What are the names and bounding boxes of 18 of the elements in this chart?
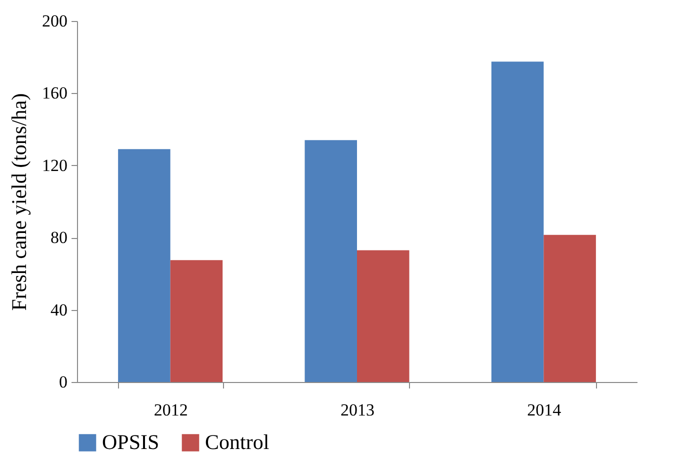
bar	[491, 62, 544, 382]
bar	[118, 149, 170, 382]
bar	[170, 260, 223, 382]
legend-label: Control	[205, 430, 270, 454]
y-tick-label: 200	[42, 12, 68, 30]
y-tick-label: 80	[50, 228, 68, 248]
legend-label: OPSIS	[102, 430, 160, 454]
x-tick-label: 2013	[340, 400, 374, 420]
bar	[304, 140, 357, 382]
y-axis-title: Fresh cane yield (tons/ha)	[7, 93, 31, 311]
y-tick-label: 40	[50, 300, 68, 320]
x-tick-label: 2012	[154, 400, 188, 420]
bar	[357, 250, 410, 382]
y-tick-label: 0	[59, 372, 68, 392]
x-tick-label: 2014	[527, 400, 562, 420]
bar	[544, 234, 596, 382]
y-tick-label: 120	[42, 156, 68, 175]
y-tick-label: 160	[42, 84, 68, 103]
